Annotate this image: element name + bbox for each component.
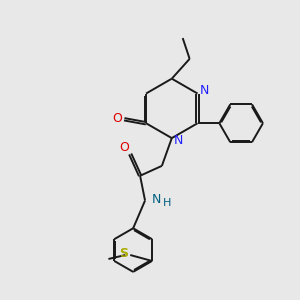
Text: O: O bbox=[119, 140, 129, 154]
Text: O: O bbox=[112, 112, 122, 125]
Text: N: N bbox=[152, 193, 162, 206]
Text: N: N bbox=[200, 84, 209, 97]
Text: N: N bbox=[174, 134, 183, 147]
Text: H: H bbox=[163, 197, 171, 208]
Text: S: S bbox=[119, 247, 128, 260]
